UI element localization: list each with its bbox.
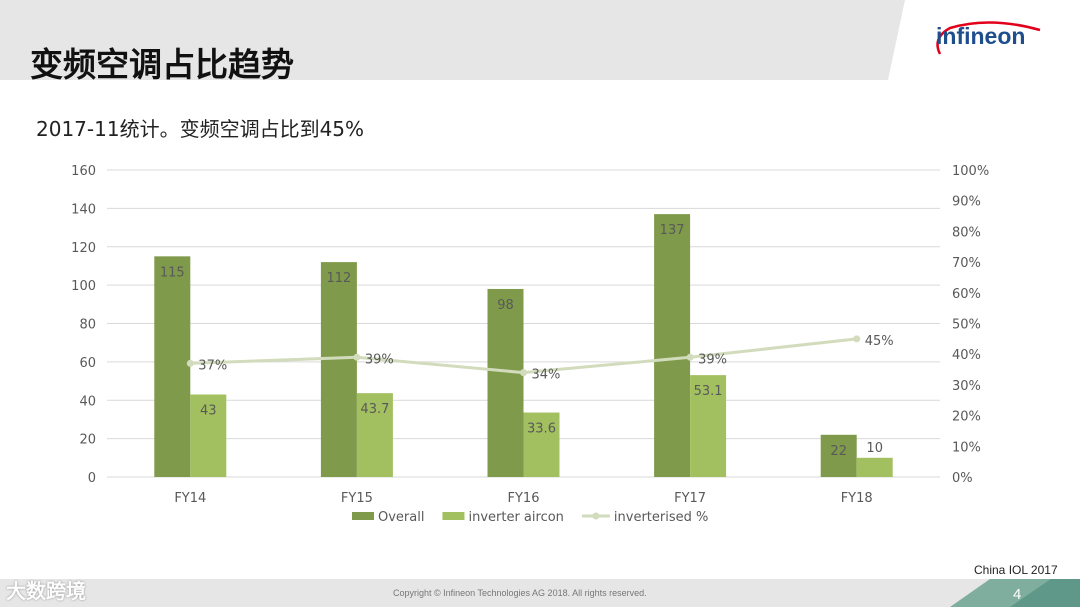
legend-label: inverter aircon <box>468 510 563 525</box>
title-band <box>0 0 1080 80</box>
x-tick-label: FY15 <box>341 491 373 506</box>
y-tick-label: 120 <box>71 241 96 256</box>
line-data-label: 39% <box>365 352 394 367</box>
y-tick-label: 100 <box>71 279 96 294</box>
y2-tick-label: 80% <box>952 225 981 240</box>
chart: 0 20 40 60 80 100 120 140 160 0% 10% 20% 30% 40% 50% 60… <box>71 164 989 525</box>
line-data-label: 45% <box>865 334 894 349</box>
legend-label: Overall <box>378 510 424 525</box>
bar-overall <box>154 256 191 477</box>
bar-overall <box>320 262 357 477</box>
y2-tick-label: 90% <box>952 195 981 210</box>
line-data-label: 37% <box>198 358 227 373</box>
line-point <box>686 353 694 361</box>
line-point <box>353 353 361 361</box>
watermark: 大数跨境 <box>6 579 86 603</box>
copyright-text: Copyright © Infineon Technologies AG 201… <box>393 588 647 598</box>
bar-data-label: 115 <box>160 265 185 280</box>
bar-data-label: 43 <box>200 403 217 418</box>
bar-inverter-aircon <box>356 393 393 477</box>
bar-overall <box>487 288 524 477</box>
y2-tick-label: 40% <box>952 348 981 363</box>
page-title: 变频空调占比趋势 <box>30 45 294 84</box>
bar-inverter-aircon <box>523 412 560 477</box>
legend-label: inverterised % <box>614 510 708 525</box>
y2-tick-label: 30% <box>952 379 981 394</box>
bar-inverter-aircon <box>690 375 727 477</box>
line-point <box>853 335 861 343</box>
y-tick-label: 60 <box>79 356 96 371</box>
y2-tick-label: 10% <box>952 440 981 455</box>
title-band-shape <box>0 0 905 80</box>
page-number: 4 <box>1013 586 1022 603</box>
infineon-logo <box>936 21 1041 55</box>
footer-bar <box>0 579 1080 607</box>
bar-overall <box>654 214 691 477</box>
x-tick-label: FY16 <box>508 491 540 506</box>
line-data-label: 34% <box>532 368 561 383</box>
legend-swatch-marker <box>592 512 600 520</box>
line-point <box>186 359 194 367</box>
y2-tick-label: 50% <box>952 318 981 333</box>
y-tick-label: 20 <box>79 433 96 448</box>
line-data-label: 39% <box>698 352 727 367</box>
y2-tick-label: 20% <box>952 410 981 425</box>
bar-data-label: 53.1 <box>694 384 723 399</box>
bar-data-label: 98 <box>497 298 514 313</box>
legend-swatch <box>442 512 465 520</box>
x-tick-label: FY14 <box>174 491 206 506</box>
chart-subtitle: 2017-11统计。变频空调占比到45% <box>36 117 365 141</box>
bar-data-label: 10 <box>866 441 883 456</box>
bar-data-label: 43.7 <box>360 402 389 417</box>
source-label: China IOL 2017 <box>974 563 1058 577</box>
y2-tick-label: 60% <box>952 287 981 302</box>
footer-stripe <box>950 579 1080 607</box>
y2-tick-label: 0% <box>952 471 973 486</box>
legend-swatch <box>352 512 374 520</box>
bar-data-label: 33.6 <box>527 422 556 437</box>
bar-overall <box>820 434 857 477</box>
bar-data-label: 112 <box>326 271 351 286</box>
logo-text: infineon <box>936 23 1026 49</box>
line-point <box>520 369 527 377</box>
bar-data-label: 22 <box>830 444 847 459</box>
y-tick-label: 40 <box>79 394 96 409</box>
y-tick-label: 160 <box>71 164 96 179</box>
y-tick-label: 140 <box>71 202 96 217</box>
y2-tick-label: 70% <box>952 256 981 271</box>
y-tick-label: 80 <box>79 318 96 333</box>
x-tick-label: FY17 <box>674 491 706 506</box>
y2-tick-label: 100% <box>952 164 989 179</box>
y-tick-label: 0 <box>88 471 96 486</box>
bar-inverter-aircon <box>190 394 227 477</box>
bar-inverter-aircon <box>856 457 893 477</box>
bar-data-label: 137 <box>660 223 685 238</box>
x-tick-label: FY18 <box>841 491 873 506</box>
